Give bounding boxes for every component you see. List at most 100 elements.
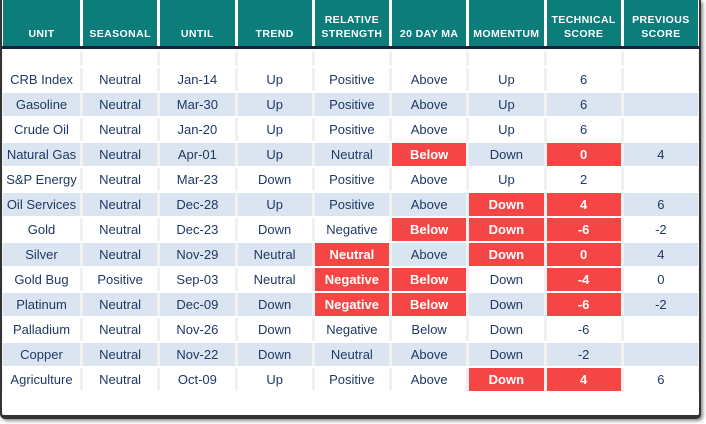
cell-momentum: Down <box>469 193 544 216</box>
cell-seasonal: Neutral <box>83 368 158 391</box>
cell-seasonal: Neutral <box>83 293 158 316</box>
cell-relative_strength: Neutral <box>314 343 389 366</box>
cell-unit: Silver <box>3 243 80 266</box>
cell-momentum: Down <box>469 143 544 166</box>
column-header-previous_score: PREVIOUS SCORE <box>623 0 698 46</box>
cell-unit: Gold Bug <box>3 268 80 291</box>
cell-previous_score <box>623 118 698 141</box>
column-header-seasonal: SEASONAL <box>83 0 158 46</box>
cell-unit: Platinum <box>3 293 80 316</box>
cell-unit: Natural Gas <box>3 143 80 166</box>
cell-until: Dec-09 <box>160 293 235 316</box>
cell-until: Dec-28 <box>160 193 235 216</box>
cell-previous_score: 6 <box>623 193 698 216</box>
cell-ma_20: Below <box>392 293 467 316</box>
cell-relative_strength: Positive <box>314 193 389 216</box>
cell-until: Apr-01 <box>160 143 235 166</box>
cell-relative_strength: Negative <box>314 293 389 316</box>
blank-row-cell <box>3 51 80 66</box>
cell-previous_score: 0 <box>623 268 698 291</box>
column-header-relative_strength: RELATIVE STRENGTH <box>314 0 389 46</box>
cell-seasonal: Neutral <box>83 143 158 166</box>
cell-momentum: Down <box>469 268 544 291</box>
cell-previous_score <box>623 68 698 91</box>
cell-previous_score <box>623 168 698 191</box>
cell-technical_score: 0 <box>546 143 621 166</box>
cell-technical_score: 2 <box>546 168 621 191</box>
cell-trend: Down <box>237 318 312 341</box>
cell-ma_20: Below <box>392 318 467 341</box>
cell-ma_20: Above <box>392 343 467 366</box>
cell-technical_score: 6 <box>546 93 621 116</box>
cell-seasonal: Neutral <box>83 93 158 116</box>
cell-trend: Down <box>237 293 312 316</box>
cell-momentum: Down <box>469 368 544 391</box>
cell-previous_score <box>623 343 698 366</box>
blank-row-cell <box>160 51 235 66</box>
cell-unit: Oil Services <box>3 193 80 216</box>
cell-ma_20: Above <box>392 68 467 91</box>
cell-until: Jan-14 <box>160 68 235 91</box>
cell-relative_strength: Neutral <box>314 243 389 266</box>
cell-momentum: Down <box>469 218 544 241</box>
cell-until: Jan-20 <box>160 118 235 141</box>
cell-relative_strength: Negative <box>314 268 389 291</box>
cell-until: Dec-23 <box>160 218 235 241</box>
blank-row-cell <box>469 51 544 66</box>
cell-until: Nov-26 <box>160 318 235 341</box>
cell-technical_score: 6 <box>546 118 621 141</box>
cell-trend: Up <box>237 368 312 391</box>
cell-technical_score: 4 <box>546 368 621 391</box>
blank-row-cell <box>392 51 467 66</box>
cell-technical_score: 6 <box>546 68 621 91</box>
cell-momentum: Down <box>469 243 544 266</box>
cell-ma_20: Below <box>392 143 467 166</box>
blank-row-cell <box>83 51 158 66</box>
cell-unit: Agriculture <box>3 368 80 391</box>
cell-ma_20: Below <box>392 268 467 291</box>
cell-relative_strength: Positive <box>314 93 389 116</box>
cell-seasonal: Neutral <box>83 343 158 366</box>
cell-ma_20: Above <box>392 368 467 391</box>
cell-momentum: Down <box>469 293 544 316</box>
cell-ma_20: Above <box>392 93 467 116</box>
cell-previous_score: -2 <box>623 218 698 241</box>
cell-previous_score: 4 <box>623 243 698 266</box>
blank-row-cell <box>546 51 621 66</box>
cell-ma_20: Below <box>392 218 467 241</box>
cell-trend: Down <box>237 218 312 241</box>
cell-trend: Up <box>237 118 312 141</box>
cell-trend: Down <box>237 343 312 366</box>
cell-relative_strength: Positive <box>314 68 389 91</box>
blank-row-cell <box>623 51 698 66</box>
table-header-row: UNIT SEASONAL UNTIL TREND RELATIVE STRENGTH 2… <box>2 0 699 46</box>
cell-trend: Up <box>237 193 312 216</box>
cell-technical_score: -6 <box>546 218 621 241</box>
cell-until: Oct-09 <box>160 368 235 391</box>
cell-ma_20: Above <box>392 118 467 141</box>
cell-seasonal: Positive <box>83 268 158 291</box>
cell-trend: Down <box>237 168 312 191</box>
cell-unit: Copper <box>3 343 80 366</box>
cell-seasonal: Neutral <box>83 243 158 266</box>
cell-until: Sep-03 <box>160 268 235 291</box>
cell-seasonal: Neutral <box>83 118 158 141</box>
cell-technical_score: -6 <box>546 318 621 341</box>
cell-previous_score <box>623 318 698 341</box>
header-divider <box>2 46 699 49</box>
table-body: CRB Index Neutral Jan-14 Up Positive Above Up 6… <box>2 51 699 391</box>
cell-seasonal: Neutral <box>83 318 158 341</box>
cell-unit: Palladium <box>3 318 80 341</box>
cell-momentum: Up <box>469 93 544 116</box>
cell-unit: Crude Oil <box>3 118 80 141</box>
cell-trend: Neutral <box>237 243 312 266</box>
cell-until: Mar-30 <box>160 93 235 116</box>
cell-unit: Gold <box>3 218 80 241</box>
cell-previous_score: 4 <box>623 143 698 166</box>
cell-technical_score: 0 <box>546 243 621 266</box>
cell-technical_score: 4 <box>546 193 621 216</box>
cell-momentum: Up <box>469 118 544 141</box>
cell-trend: Neutral <box>237 268 312 291</box>
